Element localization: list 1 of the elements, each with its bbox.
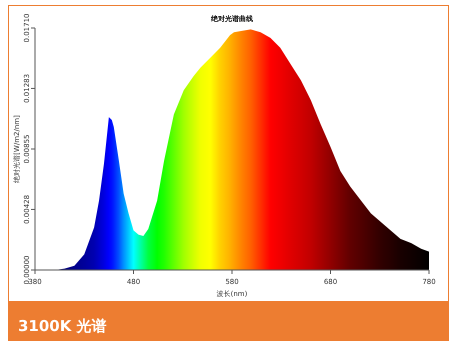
annotation: 3100K 光谱 xyxy=(8,301,449,340)
